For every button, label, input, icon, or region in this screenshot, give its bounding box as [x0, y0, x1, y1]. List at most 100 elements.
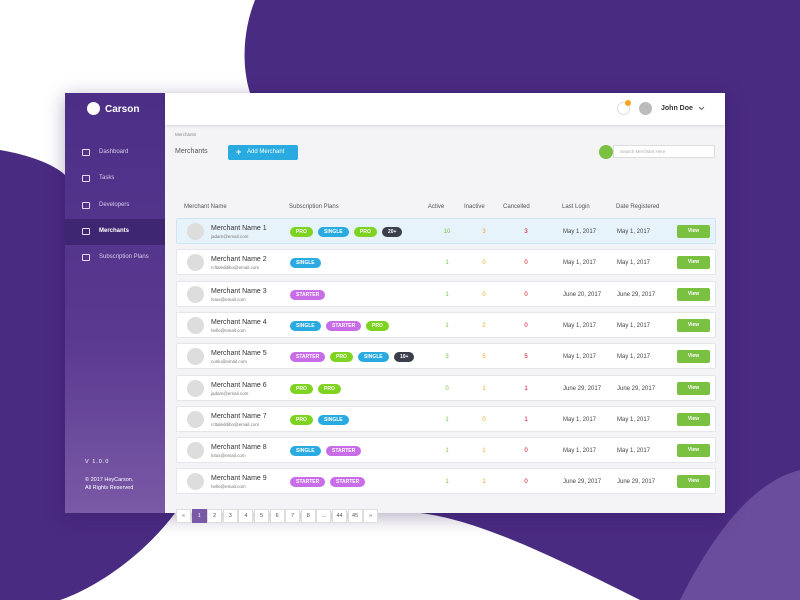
page-link[interactable]: 7: [285, 509, 301, 523]
breadcrumb: Merchants: [175, 132, 197, 137]
view-button[interactable]: View: [677, 350, 710, 364]
column-header: Inactive: [464, 204, 485, 210]
content: Merchants Merchants + Add Merchant Searc…: [165, 125, 725, 523]
nav-icon: [82, 254, 90, 262]
plan-badge: STARTER: [326, 446, 362, 457]
view-button[interactable]: View: [677, 256, 710, 270]
merchant-avatar: [187, 442, 204, 460]
last-login: May 1, 2017: [563, 229, 597, 235]
plan-badge: 10+: [394, 352, 415, 363]
nav-item[interactable]: Subscription Plans: [65, 245, 165, 271]
merchant-avatar: [187, 473, 204, 491]
view-button[interactable]: View: [677, 381, 710, 395]
view-button[interactable]: View: [677, 475, 710, 489]
avatar: [639, 102, 652, 115]
cancelled-count: 0: [524, 291, 528, 298]
add-button[interactable]: + Add Merchant: [228, 145, 298, 160]
merchant-email: hello@email.com: [211, 327, 246, 333]
page-link[interactable]: 5: [254, 509, 269, 523]
cancelled-count: 0: [524, 260, 528, 267]
date-registered: June 29, 2017: [617, 385, 656, 392]
view-button[interactable]: View: [677, 318, 710, 332]
add-button-label: Add Merchant: [247, 149, 285, 155]
active-count: 1: [445, 448, 449, 455]
merchant-email: rcltaleddibo@email.com: [211, 265, 260, 271]
view-label: View: [687, 415, 700, 422]
notification-badge: [625, 100, 631, 106]
logo: [87, 102, 100, 115]
page-link[interactable]: 6: [269, 509, 285, 523]
page-link[interactable]: ...: [316, 509, 332, 523]
merchant-email: lotus@email.com: [211, 453, 246, 459]
last-login: May 1, 2017: [563, 448, 597, 455]
plan-badge: SINGLE: [318, 414, 349, 425]
page-title: Merchants: [175, 148, 208, 155]
inactive-count: 5: [482, 354, 486, 361]
inactive-count: 2: [482, 322, 486, 329]
merchant-email: lotus@email.com: [211, 296, 246, 302]
view-button[interactable]: View: [677, 444, 710, 458]
table-row: Merchant Name 8 lotus@email.com SINGLE STAR…: [176, 437, 716, 464]
nav-item[interactable]: Developers: [65, 193, 165, 219]
nav-item[interactable]: Dashboard: [65, 140, 165, 166]
view-button[interactable]: View: [677, 225, 710, 238]
merchant-avatar: [187, 410, 204, 428]
notification-icon[interactable]: [617, 102, 630, 115]
page-link[interactable]: »: [363, 509, 379, 523]
nav-item[interactable]: Tasks: [65, 166, 165, 192]
view-label: View: [687, 353, 700, 360]
merchant-email: jadam@email.com: [211, 234, 249, 239]
date-registered: May 1, 2017: [617, 448, 651, 455]
app-window: Carson Dashboard Tasks Developers Merchants…: [65, 93, 725, 523]
search-input[interactable]: Search Merchant Here: [613, 145, 715, 158]
plan-badge: PRO: [290, 383, 313, 394]
cancelled-count: 0: [524, 322, 528, 329]
view-label: View: [687, 290, 700, 297]
inactive-count: 0: [482, 416, 486, 423]
merchant-avatar: [187, 285, 204, 303]
column-header: Date Registered: [616, 204, 660, 210]
last-login: May 1, 2017: [563, 260, 597, 267]
active-count: 1: [445, 416, 449, 423]
page-link[interactable]: 44: [332, 509, 347, 523]
cancelled-count: 1: [524, 385, 528, 392]
active-count: 1: [445, 260, 449, 267]
plan-badge: STARTER: [290, 289, 326, 300]
table-row: Merchant Name 1 jadam@email.com PRO SINGLE P…: [176, 218, 716, 244]
nav-icon: [82, 149, 90, 156]
plan-badge: PRO: [290, 227, 313, 237]
merchant-email: conlu@email.com: [211, 359, 247, 365]
page-link[interactable]: 3: [222, 509, 238, 523]
merchant-name: Merchant Name 9: [211, 475, 267, 483]
last-login: May 1, 2017: [563, 322, 597, 329]
search-icon[interactable]: [599, 145, 613, 159]
view-button[interactable]: View: [677, 287, 710, 301]
plan-badge: SINGLE: [358, 352, 389, 363]
user-name[interactable]: John Doe: [661, 105, 693, 112]
nav-item[interactable]: Merchants: [65, 218, 165, 245]
merchant-avatar: [187, 348, 204, 366]
view-label: View: [687, 228, 700, 234]
plan-badge: PRO: [290, 414, 313, 425]
plan-badge: PRO: [318, 383, 341, 394]
date-registered: June 29, 2017: [617, 479, 656, 486]
page-link[interactable]: 8: [300, 509, 316, 523]
nav-label: Tasks: [99, 175, 115, 182]
page-link[interactable]: 1: [191, 509, 207, 523]
view-button[interactable]: View: [677, 412, 710, 426]
page-link[interactable]: 2: [207, 509, 223, 523]
page-link[interactable]: 45: [347, 509, 363, 523]
plan-badge: STARTER: [330, 477, 366, 488]
plan-badge: STARTER: [290, 477, 326, 488]
brand: Carson: [105, 104, 140, 115]
inactive-count: 3: [482, 229, 486, 235]
last-login: May 1, 2017: [563, 354, 597, 361]
merchant-name: Merchant Name 8: [211, 444, 267, 452]
date-registered: May 1, 2017: [617, 322, 651, 329]
page-link[interactable]: 4: [238, 509, 254, 523]
nav-icon: [82, 201, 90, 209]
dropdown-caret[interactable]: [698, 106, 705, 111]
plan-badge: SINGLE: [290, 258, 321, 269]
nav-label: Dashboard: [99, 149, 129, 155]
page-link[interactable]: «: [176, 509, 191, 523]
